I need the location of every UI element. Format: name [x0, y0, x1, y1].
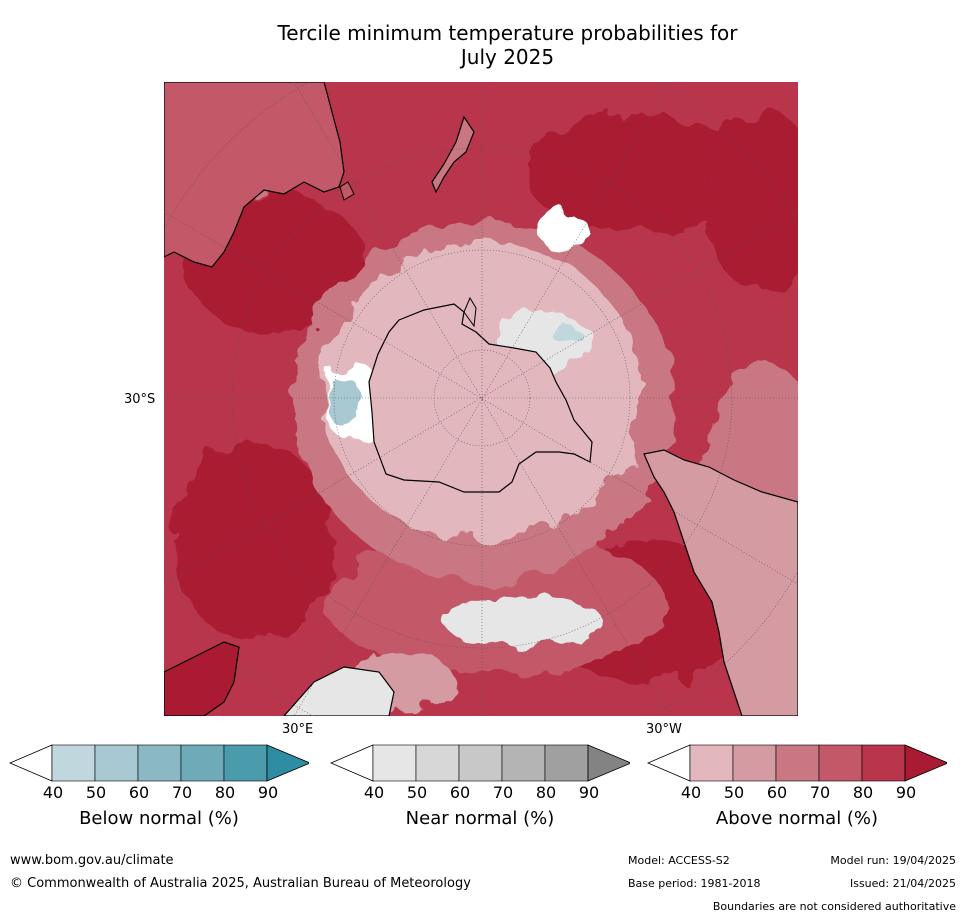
- colorbar-segment: [94, 744, 139, 782]
- colorbar-below-normal: [8, 744, 312, 782]
- tick-near-60: 60: [449, 783, 471, 802]
- map-svg: [164, 82, 798, 716]
- region-high-2: [524, 112, 744, 232]
- south-america: [643, 449, 798, 716]
- graticule: [164, 82, 798, 716]
- colorbar-extend-low: [329, 744, 374, 782]
- colorbar-extend-high: [587, 744, 633, 782]
- colorbar-label-below: Below normal (%): [79, 808, 239, 829]
- footer-url[interactable]: www.bom.gov.au/climate: [10, 853, 174, 868]
- colorbar-near-normal: [329, 744, 633, 782]
- tick-above-80: 80: [852, 783, 874, 802]
- tick-below-90: 90: [257, 783, 279, 802]
- tick-below-60: 60: [128, 783, 150, 802]
- region-high-5: [704, 112, 798, 292]
- colorbar-extend-high: [904, 744, 950, 782]
- footer-issued: Issued: 21/04/2025: [849, 877, 956, 890]
- colorbar-segment: [372, 744, 417, 782]
- meridian-60a: [164, 211, 798, 585]
- colorbar-segment: [818, 744, 863, 782]
- tick-near-40: 40: [363, 783, 385, 802]
- region-high-3: [174, 442, 334, 642]
- lon-label-30w: 30°W: [646, 722, 682, 737]
- colorbar-segment: [501, 744, 546, 782]
- colorbar-label-near: Near normal (%): [405, 808, 555, 829]
- colorbar-extend-low: [646, 744, 691, 782]
- chart-title-line1: Tercile minimum temperature probabilitie…: [277, 21, 738, 45]
- tick-near-70: 70: [492, 783, 514, 802]
- below-normal-patch-1: [326, 377, 362, 427]
- colorbar-segment: [223, 744, 268, 782]
- colorbar-segment: [861, 744, 906, 782]
- australia: [164, 82, 345, 268]
- tick-near-90: 90: [578, 783, 600, 802]
- tick-near-80: 80: [535, 783, 557, 802]
- footer-copyright: © Commonwealth of Australia 2025, Austra…: [10, 876, 471, 891]
- tick-above-70: 70: [809, 783, 831, 802]
- footer-base-period: Base period: 1981-2018: [628, 877, 761, 890]
- africa: [164, 641, 240, 716]
- colorbar-segment: [775, 744, 820, 782]
- new-zealand: [431, 115, 475, 194]
- antarctic-peninsula: [463, 296, 477, 328]
- colorbar-segment: [51, 744, 96, 782]
- below-normal-patch-2: [550, 322, 578, 342]
- colorbar-extend-high: [266, 744, 312, 782]
- footer-model-run: Model run: 19/04/2025: [830, 854, 956, 867]
- tick-above-40: 40: [680, 783, 702, 802]
- colorbar-segment: [180, 744, 225, 782]
- white-patch-1: [539, 212, 589, 252]
- tick-near-50: 50: [406, 783, 428, 802]
- meridian-60b: [164, 211, 798, 585]
- colorbar-extend-low: [8, 744, 53, 782]
- tick-above-60: 60: [766, 783, 788, 802]
- tick-above-50: 50: [723, 783, 745, 802]
- antarctica: [368, 303, 593, 493]
- chart-title-line2: July 2025: [460, 45, 555, 69]
- colorbar-segment: [415, 744, 460, 782]
- colorbar-segment: [458, 744, 503, 782]
- tick-below-80: 80: [214, 783, 236, 802]
- footer-model: Model: ACCESS-S2: [628, 854, 730, 867]
- tick-below-40: 40: [42, 783, 64, 802]
- colorbar-above-normal: [646, 744, 950, 782]
- tick-below-70: 70: [171, 783, 193, 802]
- colorbar-segment: [544, 744, 589, 782]
- lon-label-30e: 30°E: [282, 722, 314, 737]
- tick-below-50: 50: [85, 783, 107, 802]
- southern-africa: [283, 666, 395, 716]
- colorbar-segment: [689, 744, 734, 782]
- lat-label-30s: 30°S: [124, 392, 156, 407]
- colorbar-segment: [137, 744, 182, 782]
- tasmania: [339, 181, 355, 201]
- probability-map: [164, 82, 798, 716]
- colorbar-label-above: Above normal (%): [715, 808, 879, 829]
- footer-disclaimer: Boundaries are not considered authoritat…: [712, 900, 956, 913]
- tick-above-90: 90: [895, 783, 917, 802]
- colorbar-segment: [732, 744, 777, 782]
- near-normal-patch-1: [444, 597, 604, 647]
